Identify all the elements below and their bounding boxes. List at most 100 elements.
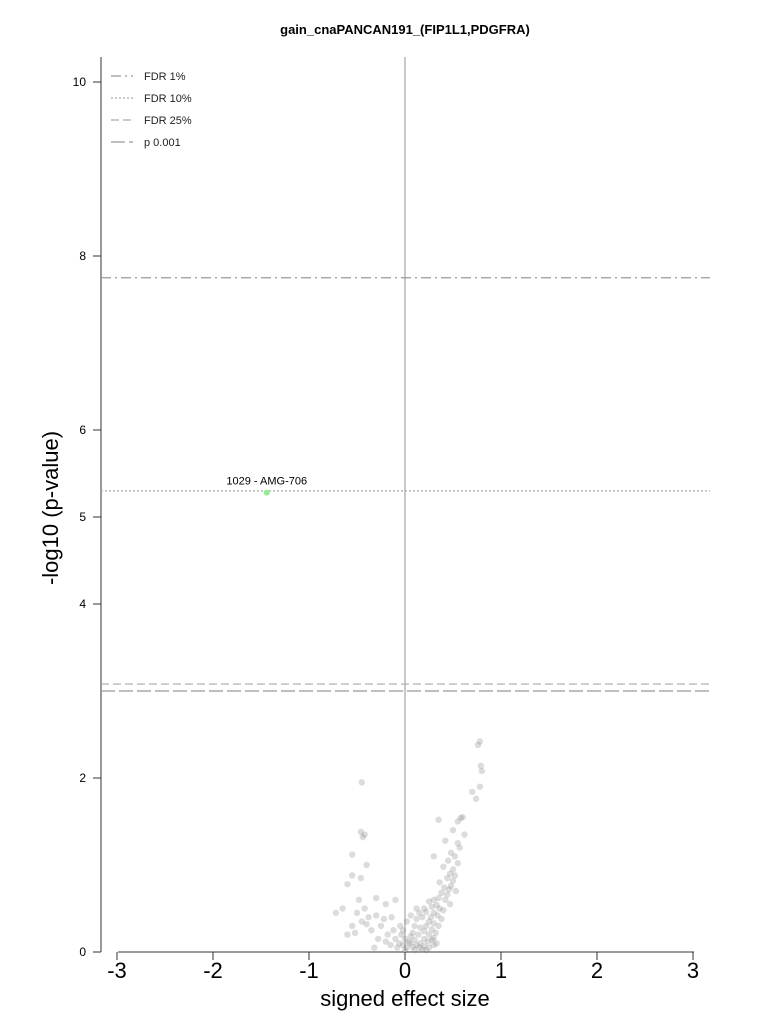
data-point [405,938,413,945]
data-point [428,936,436,944]
y-axis: 0 2 4 5 6 8 10 [73,57,102,959]
data-point [409,929,416,937]
data-point [406,940,413,947]
data-point [477,762,485,770]
data-point [409,943,416,950]
data-point [380,915,388,923]
data-point [435,922,442,930]
data-point [459,813,466,821]
data-points [332,738,485,954]
data-point [421,905,428,912]
data-point [388,914,395,921]
x-tick-label: -2 [203,958,223,983]
data-point [413,915,420,923]
x-tick-label: -3 [107,958,127,983]
data-point [422,922,430,930]
data-point [344,931,351,938]
data-point [344,880,351,888]
data-point [351,929,359,937]
data-point [384,931,391,938]
data-point [436,905,443,912]
data-point [442,896,449,903]
data-point [419,946,426,953]
data-point [445,886,453,893]
data-point [421,927,428,935]
data-point [435,816,442,823]
x-tick-label: 0 [399,958,411,983]
data-point [359,833,366,841]
data-point [349,922,356,930]
data-point [422,947,430,954]
data-point [446,870,454,877]
legend-label-fdr-25-: FDR 25% [144,115,192,127]
data-point [394,944,401,951]
data-point [363,861,370,869]
data-point [478,767,485,775]
data-point [425,918,433,925]
data-point [390,927,397,934]
data-point [407,912,414,919]
data-point [421,942,428,950]
data-point [397,922,404,930]
data-point [446,900,454,908]
data-point [454,860,461,867]
data-point [451,853,459,860]
data-point [432,929,439,937]
data-point [425,944,433,951]
data-point [421,935,428,943]
data-point [428,903,436,910]
chart-title: gain_cnaPANCAN191_(FIP1L1,PDGFRA) [280,22,530,37]
legend-label-fdr-1-: FDR 1% [144,71,186,83]
highlight-label: 1029 - AMG-706 [226,476,307,488]
data-point [374,935,382,943]
y-tick-label: 8 [79,249,86,263]
data-point [332,909,340,917]
y-tick-label: 2 [79,771,86,785]
data-point [413,941,420,949]
data-point [349,851,356,858]
data-point [357,828,365,836]
data-point [373,912,380,919]
data-point [454,818,461,825]
data-point [358,779,365,786]
data-point [415,931,422,938]
data-point [397,931,405,938]
data-point [392,896,399,903]
x-axis: -3 -2 -1 0 1 2 3 [107,951,699,983]
data-point [449,866,457,873]
data-point [422,908,430,916]
data-point [438,889,445,897]
data-point [438,915,445,923]
data-point [363,920,370,928]
data-point [411,947,418,954]
data-point [447,849,455,857]
y-tick-label: 5 [79,510,86,524]
data-point [444,891,451,898]
data-point [392,935,399,943]
data-point [355,896,363,903]
data-point [425,931,433,938]
data-point [454,840,461,847]
x-tick-label: -1 [299,958,319,983]
data-point [433,940,440,947]
data-point [403,944,411,951]
data-point [440,863,447,870]
data-point [430,909,437,917]
data-point [430,896,437,903]
data-point [349,872,356,879]
data-point [435,894,442,902]
data-point [474,741,482,749]
x-tick-label: 3 [687,958,699,983]
data-point [430,934,437,942]
data-point [452,887,460,895]
data-point [361,831,368,838]
data-point [430,920,437,927]
data-point [399,941,407,949]
data-point [399,927,407,934]
data-point [377,922,385,930]
x-ticks: -3 -2 -1 0 1 2 3 [107,952,699,983]
data-point [430,941,437,949]
data-point [361,905,368,912]
data-point [461,831,468,838]
legend: FDR 1% FDR 10% FDR 25% p 0.001 [111,71,192,149]
